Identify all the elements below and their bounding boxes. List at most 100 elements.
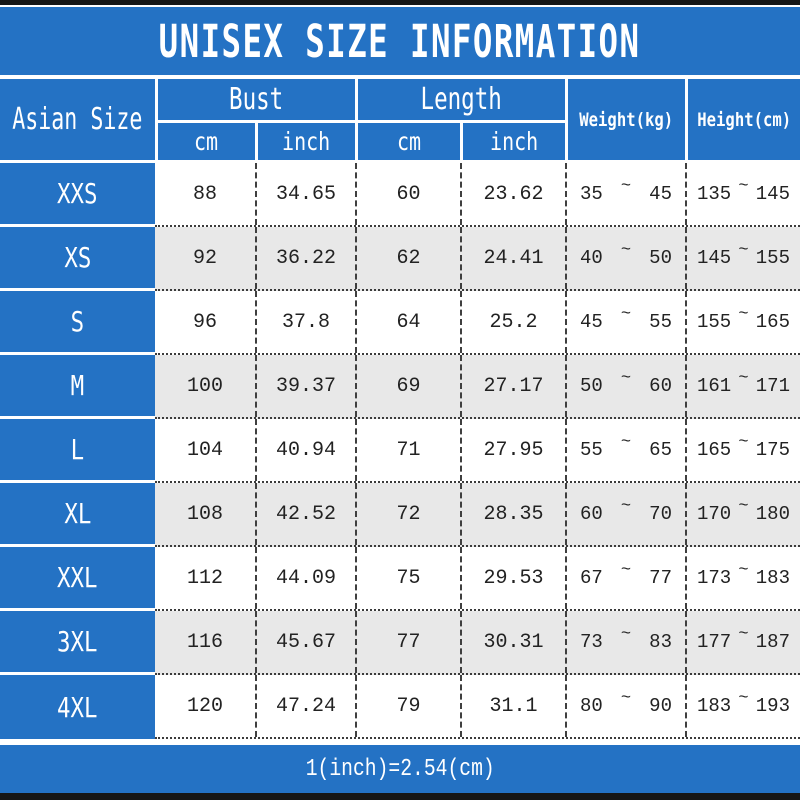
weight-max: 65 [649,439,672,461]
height-range: 145 ~155 [685,227,800,289]
table-row-xl: XL 108 42.52 72 28.35 60 ~70 170 ~180 [0,483,800,547]
height-min: 165 [697,439,732,461]
header-bust-group: Bust cm inch [155,79,355,160]
size-label: XS [0,227,155,291]
weight-range: 73 ~83 [565,611,685,673]
length-inch-value: 27.95 [460,419,565,481]
height-range: 155 ~165 [685,291,800,353]
tilde-symbol: ~ [620,176,632,196]
bust-cm-value: 88 [192,182,217,206]
size-label-text: 4XL [57,690,98,724]
height-min: 170 [697,503,732,525]
weight-range: 67 ~77 [565,547,685,609]
tilde-symbol: ~ [620,304,632,324]
header-bust-cm-label: cm [194,127,219,156]
table-row-s: S 96 37.8 64 25.2 45 ~55 155 ~165 [0,291,800,355]
height-range: 161 ~171 [685,355,800,417]
page-title: UNISEX SIZE INFORMATION [159,14,641,68]
weight-range: 40 ~50 [565,227,685,289]
header-asian-size: Asian Size [0,79,155,160]
conversion-note: 1(inch)=2.54(cm) [305,755,495,783]
weight-min: 55 [580,439,603,461]
height-min: 177 [697,631,732,653]
row-cells: 104 40.94 71 27.95 55 ~65 165 ~175 [155,419,800,483]
size-label-text: XXS [57,177,98,210]
bust-inch-value: 37.8 [255,291,355,353]
weight-range: 35 ~45 [565,163,685,225]
bust-inch-value: 39.37 [255,355,355,417]
weight-max: 45 [649,183,672,205]
height-range: 165 ~175 [685,419,800,481]
length-inch-value: 30.31 [460,611,565,673]
bust-inch-value: 47.24 [255,675,355,737]
weight-min: 67 [580,567,603,589]
weight-range: 55 ~65 [565,419,685,481]
weight-min: 60 [580,503,603,525]
table-row-xs: XS 92 36.22 62 24.41 40 ~50 145 ~155 [0,227,800,291]
table-row-4xl: 4XL 120 47.24 79 31.1 80 ~90 183 ~193 [0,675,800,739]
bust-inch-value: 34.65 [255,163,355,225]
weight-max: 50 [649,247,672,269]
header-bust-inch: inch [255,123,355,160]
row-cells: 88 34.65 60 23.62 35 ~45 135 ~145 [155,163,800,227]
height-max: 180 [755,503,790,525]
weight-min: 80 [580,695,603,717]
height-max: 145 [755,183,790,205]
table-body: XXS 88 34.65 60 23.62 35 ~45 135 ~145 XS 9… [0,163,800,739]
size-label-text: 3XL [57,625,98,658]
tilde-symbol: ~ [620,688,632,708]
size-label: XL [0,483,155,547]
height-range: 135 ~145 [685,163,800,225]
tilde-symbol: ~ [620,368,632,388]
length-inch-value: 31.1 [460,675,565,737]
height-max: 183 [755,567,790,589]
length-cm-value: 79 [355,675,460,737]
top-white-strip [0,5,800,7]
header-bust-units: cm inch [158,123,355,160]
height-max: 175 [755,439,790,461]
height-range: 177 ~187 [685,611,800,673]
weight-min: 45 [580,311,603,333]
header-length-cm: cm [358,123,460,160]
top-frame-bar [0,0,800,5]
bust-inch-value: 40.94 [255,419,355,481]
length-cm-value: 64 [355,291,460,353]
footer-banner: 1(inch)=2.54(cm) [0,745,800,793]
size-label-text: XL [64,497,91,530]
length-inch-value: 25.2 [460,291,565,353]
height-min: 135 [697,183,732,205]
weight-min: 50 [580,375,603,397]
bust-inch-value: 36.22 [255,227,355,289]
bust-cm-value: 112 [186,566,223,590]
table-row-xxl: XXL 112 44.09 75 29.53 67 ~77 173 ~183 [0,547,800,611]
weight-max: 55 [649,311,672,333]
tilde-symbol: ~ [738,560,749,580]
title-banner: UNISEX SIZE INFORMATION [0,7,800,75]
size-label: S [0,291,155,355]
height-max: 193 [755,695,790,717]
size-label: 4XL [0,675,155,739]
header-height-label: Height(cm) [697,108,791,131]
size-label: M [0,355,155,419]
row-cells: 92 36.22 62 24.41 40 ~50 145 ~155 [155,227,800,291]
weight-min: 40 [580,247,603,269]
bottom-frame-bar [0,793,800,800]
length-cm-value: 60 [355,163,460,225]
header-weight: Weight(kg) [565,79,685,160]
bust-inch-value: 42.52 [255,483,355,545]
height-max: 165 [755,311,790,333]
height-min: 145 [697,247,732,269]
row-cells: 112 44.09 75 29.53 67 ~77 173 ~183 [155,547,800,611]
weight-max: 70 [649,503,672,525]
banner-header-divider [0,75,800,79]
size-label-text: L [70,433,85,466]
header-bust-cm: cm [158,123,255,160]
header-length-cm-label: cm [396,127,422,156]
length-inch-value: 27.17 [460,355,565,417]
length-cm-value: 72 [355,483,460,545]
bust-cm-value: 108 [186,502,223,526]
height-range: 170 ~180 [685,483,800,545]
height-max: 171 [755,375,790,397]
header-asian-size-label: Asian Size [12,102,143,137]
